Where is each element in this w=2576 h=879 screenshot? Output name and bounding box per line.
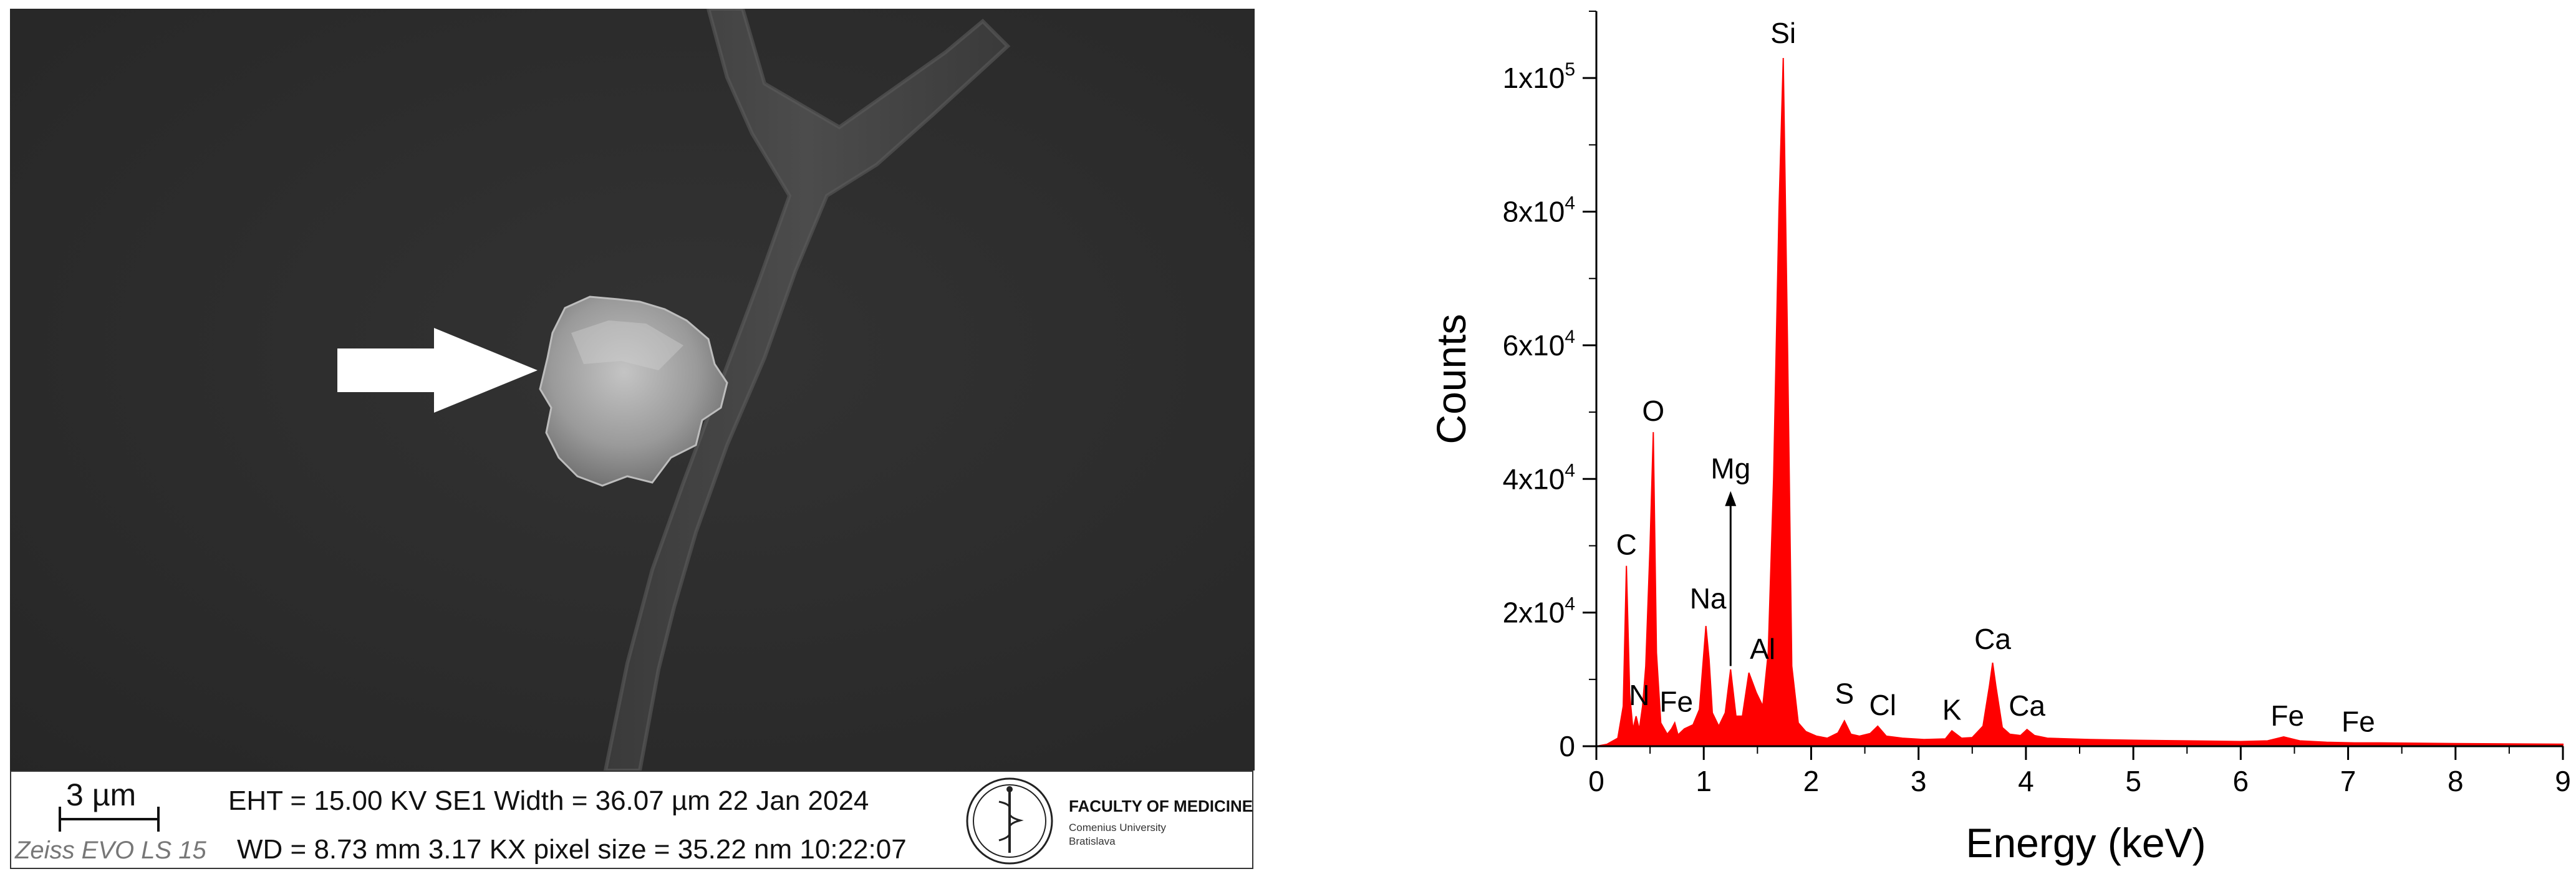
x-tick-label: 4 xyxy=(2018,765,2034,797)
axes: 0 1 2 3 4 5 6 7 8 9 0 2x104 4x104 6x104 8x104 1x105 xyxy=(1503,11,2571,797)
x-tick-label: 1 xyxy=(1696,765,1712,797)
scale-bar-tick-left xyxy=(59,807,61,832)
x-tick-label: 8 xyxy=(2448,765,2464,797)
sem-panel: 3 µm Zeiss EVO LS 15 EHT = 15.00 KV SE1 … xyxy=(10,9,1255,870)
peak-label: N xyxy=(1629,679,1649,711)
x-tick-label: 6 xyxy=(2233,765,2249,797)
arrow-icon xyxy=(337,328,538,413)
faculty-seal-icon xyxy=(966,777,1053,865)
faculty-name: FACULTY OF MEDICINE xyxy=(1069,797,1253,815)
scale-bar-label: 3 µm xyxy=(66,777,137,812)
sem-data-bar: 3 µm Zeiss EVO LS 15 EHT = 15.00 KV SE1 … xyxy=(10,771,1253,869)
eds-spectrum-chart: 0 1 2 3 4 5 6 7 8 9 0 2x104 4x104 6x104 8x104 1x105 Si O… xyxy=(1428,11,2571,866)
x-tick-label: 2 xyxy=(1803,765,1820,797)
plot-area xyxy=(1596,57,2564,747)
peak-label: Mg xyxy=(1710,453,1750,485)
particle-facet xyxy=(571,320,683,370)
y-tick-exponent: 4 xyxy=(1565,594,1575,615)
peak-label: Na xyxy=(1690,582,1727,615)
x-tick-label: 3 xyxy=(1911,765,1927,797)
peak-label: Al xyxy=(1750,633,1775,665)
x-tick-label: 0 xyxy=(1588,765,1604,797)
y-tick-label: 8x104 xyxy=(1503,193,1575,228)
acquisition-info-line-2: WD = 8.73 mm 3.17 KX pixel size = 35.22 … xyxy=(237,834,907,865)
peak-label: Si xyxy=(1770,17,1796,49)
faculty-university: Comenius University xyxy=(1069,822,1166,833)
peak-label: S xyxy=(1835,677,1854,709)
y-tick-label: 0 xyxy=(1559,730,1575,762)
fiber-strand xyxy=(603,9,1011,771)
y-tick-label: 1x105 xyxy=(1503,59,1575,94)
x-tick-label: 7 xyxy=(2340,765,2357,797)
x-tick-label: 9 xyxy=(2555,765,2571,797)
spectrum-area xyxy=(1596,57,2564,747)
peak-label: Cl xyxy=(1869,689,1896,721)
y-axis-title: Counts xyxy=(1428,314,1474,444)
peak-label: Fe xyxy=(1659,685,1693,718)
peak-label: K xyxy=(1942,693,1962,726)
y-tick-exponent: 4 xyxy=(1565,193,1575,214)
instrument-name: Zeiss EVO LS 15 xyxy=(15,837,206,864)
y-tick-label: 2x104 xyxy=(1503,594,1575,629)
y-tick-label: 4x104 xyxy=(1503,460,1575,495)
faculty-city: Bratislava xyxy=(1069,835,1116,847)
y-tick-label: 6x104 xyxy=(1503,327,1575,362)
acquisition-info-line-1: EHT = 15.00 KV SE1 Width = 36.07 µm 22 J… xyxy=(228,785,869,816)
peak-label: Fe xyxy=(2342,706,2375,738)
scale-bar-tick-right xyxy=(157,807,160,832)
peak-labels: Si O C N Fe Na Mg Al S Cl K Ca Ca Fe Fe xyxy=(1616,17,2375,738)
x-tick-label: 5 xyxy=(2125,765,2141,797)
y-tick-exponent: 4 xyxy=(1565,327,1575,347)
peak-label: Ca xyxy=(2009,689,2045,722)
scale-bar xyxy=(59,818,158,820)
peak-label: Fe xyxy=(2270,699,2304,732)
sem-micrograph xyxy=(10,9,1255,771)
particle xyxy=(539,295,728,487)
peak-label: Ca xyxy=(1974,623,2011,655)
x-axis-title: Energy (keV) xyxy=(1966,820,2206,866)
peak-arrowhead xyxy=(1725,491,1737,506)
peak-label: O xyxy=(1642,395,1664,427)
y-tick-exponent: 4 xyxy=(1565,460,1575,481)
y-tick-exponent: 5 xyxy=(1565,59,1575,80)
peak-label: C xyxy=(1616,529,1637,561)
